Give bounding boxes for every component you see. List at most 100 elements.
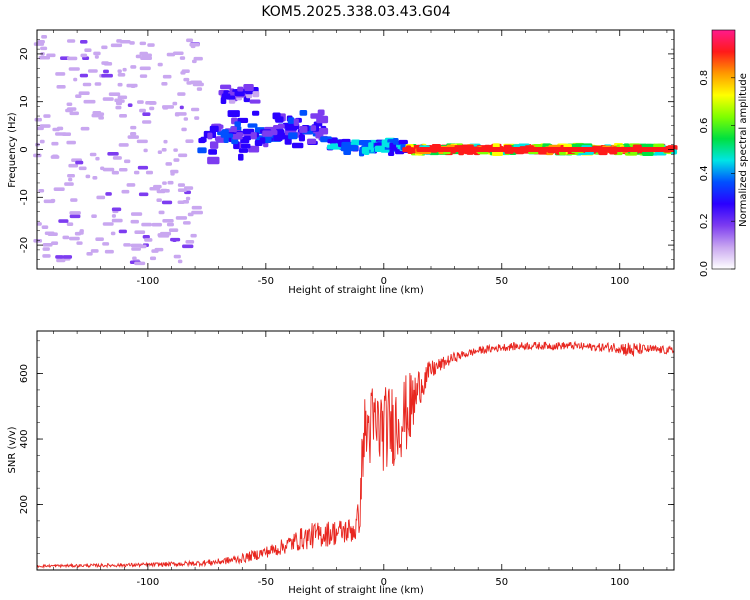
spectrogram-cell [55, 132, 67, 136]
snr-line [37, 340, 675, 569]
spectrogram-cell [186, 81, 193, 85]
spectrogram-xtick-label: 0 [381, 276, 387, 287]
spectrogram-cell [50, 198, 56, 203]
spectrogram-cell [75, 160, 84, 165]
spectrogram-cell [134, 261, 146, 266]
spectrogram-cell [161, 200, 173, 205]
spectrogram-cell [44, 231, 55, 236]
spectrogram-cell [168, 228, 179, 232]
spectrogram-cell [175, 216, 188, 220]
colorbar: 0.0 0.2 0.4 0.6 0.8 Normalized spectral ampl… [699, 29, 749, 277]
spectrogram-xtick-label: 50 [495, 276, 508, 287]
spectrogram-cell [143, 148, 148, 153]
spectrogram-cell [102, 167, 115, 172]
spectrogram-cell [68, 163, 79, 168]
spectrogram-cell [119, 113, 127, 118]
spectrogram-cell [73, 77, 78, 82]
spectrogram-cell [79, 229, 84, 233]
snr-xtick-label: 50 [495, 577, 508, 588]
spectrogram-cell [38, 188, 45, 193]
spectrogram-cell [223, 136, 229, 144]
spectrogram-cell [307, 138, 317, 145]
spectrogram-cell [247, 123, 258, 128]
spectrogram-cell [58, 219, 69, 223]
spectrogram-cell [41, 34, 48, 39]
spectrogram-cell [51, 141, 59, 146]
spectrogram-cell [112, 156, 122, 160]
spectrogram-cell [139, 74, 148, 78]
spectrogram-cell [393, 137, 399, 145]
spectrogram-cell [173, 148, 178, 152]
spectrogram-cell [179, 56, 186, 60]
snr-series [37, 340, 675, 569]
spectrogram-cell [181, 127, 187, 132]
spectrogram-cell [111, 214, 116, 218]
spectrogram-cell [250, 132, 257, 140]
spectrogram-cell [94, 82, 102, 86]
spectrogram-cell [66, 56, 78, 61]
spectrogram-cell [243, 84, 254, 92]
spectrogram-cell [180, 71, 186, 75]
spectrogram-cell [67, 173, 75, 178]
spectrogram-cell [154, 247, 164, 252]
spectrogram-cell [121, 189, 130, 194]
spectrogram-cell [220, 133, 234, 138]
spectrogram-cell [96, 195, 106, 200]
spectrogram-cell [174, 112, 187, 116]
spectrogram-cell [238, 153, 244, 161]
spectrogram-cell [67, 39, 76, 43]
spectrogram-cell [56, 258, 66, 263]
spectrogram-cell [142, 112, 151, 116]
spectrogram-cell [262, 130, 273, 137]
spectrogram-cell [129, 41, 135, 45]
spectrogram-cell [208, 149, 218, 155]
spectrogram-cell [127, 135, 139, 139]
spectrogram-cell [142, 235, 150, 239]
snr-xtick-label: -50 [258, 577, 274, 588]
spectrogram-cell [252, 110, 260, 116]
spectrogram-cell [55, 72, 66, 76]
spectrogram-ytick-label: 10 [19, 95, 30, 108]
snr-ytick-label: 400 [19, 429, 30, 448]
spectrogram-cell [95, 237, 104, 241]
spectrogram-cell [200, 136, 207, 143]
spectrogram-cell [102, 222, 114, 226]
spectrogram-cell [288, 132, 298, 140]
spectrogram-cell [194, 116, 200, 120]
spectrogram-cell [80, 40, 88, 44]
spectrogram-cell [172, 51, 184, 56]
spectrogram-cell [249, 99, 261, 104]
spectrogram-cell [248, 145, 260, 153]
spectrogram-cell [69, 236, 80, 241]
spectrogram-cell [51, 241, 59, 245]
spectrogram-cell [133, 170, 140, 175]
spectrogram-cell [126, 183, 136, 187]
spectrogram-cell [84, 48, 92, 52]
spectrogram-cell [178, 153, 188, 158]
spectrogram-cell [177, 259, 183, 264]
spectrogram-cell [185, 196, 191, 201]
spectrogram-cell [161, 148, 167, 152]
colorbar-frame [711, 29, 736, 270]
snr-ylabel: SNR (v/v) [7, 426, 18, 473]
spectrogram-ytick-label: -10 [19, 189, 30, 205]
spectrogram-cell [227, 110, 240, 118]
spectrogram-cell [118, 167, 128, 172]
spectrogram-cell [130, 84, 136, 88]
spectrogram-ytick-label: 0 [19, 146, 30, 152]
spectrogram-cell [285, 125, 298, 131]
spectrogram-cell [56, 126, 64, 131]
spectrogram-cell [161, 81, 168, 86]
spectrogram-cell [94, 55, 99, 59]
spectrogram-cell [111, 218, 123, 223]
spectrogram-cell [82, 82, 92, 87]
spectrogram-cell [190, 107, 200, 112]
snr-ytick-label: 200 [19, 495, 30, 514]
spectrogram-cell [62, 255, 73, 259]
spectrogram-cell [298, 134, 305, 142]
spectrogram-cell [56, 85, 66, 89]
spectrogram-cell [134, 230, 146, 235]
spectrogram-cell [190, 233, 197, 238]
spectrogram-cell [145, 170, 154, 175]
